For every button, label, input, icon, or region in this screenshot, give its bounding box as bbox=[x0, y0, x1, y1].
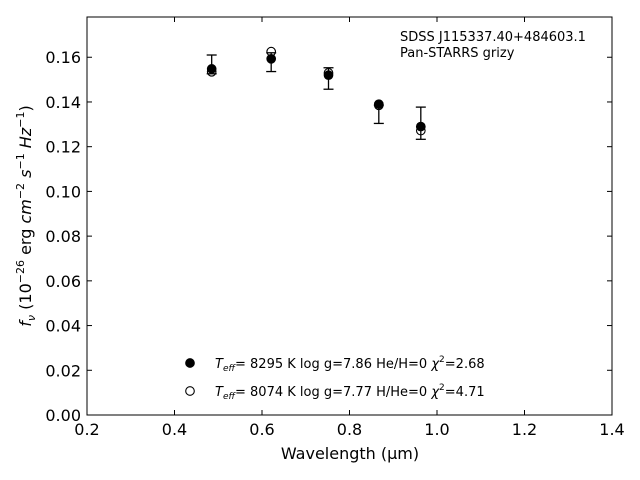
annotation-line-1: SDSS J115337.40+484603.1 bbox=[400, 30, 586, 45]
model-point-filled bbox=[373, 99, 384, 110]
y-tick-label: 0.10 bbox=[45, 182, 81, 201]
y-tick-label: 0.08 bbox=[45, 227, 81, 246]
legend-entry: Teff= 8074 K log g=7.77 H/He=0 χ2=4.71 bbox=[185, 383, 485, 402]
legend-label: Teff= 8074 K log g=7.77 H/He=0 χ2=4.71 bbox=[215, 383, 485, 402]
x-tick-label: 0.2 bbox=[74, 420, 99, 439]
y-axis-label: fν (10−26 erg cm−2 s−1 Hz−1) bbox=[14, 105, 38, 326]
x-tick-label: 1.4 bbox=[599, 420, 624, 439]
model-point-filled bbox=[206, 64, 217, 74]
x-axis-label: Wavelength (μm) bbox=[281, 444, 419, 463]
axis-ticks: 0.2 0.4 0.6 0.8 1.0 1.2 1.4 0.00 0.02 0.04 0.06 0.0… bbox=[45, 17, 625, 439]
x-tick-label: 0.8 bbox=[337, 420, 362, 439]
svg-text:fν (10−26 erg cm−2 s−1 Hz−1): fν (10−26 erg cm−2 s−1 Hz−1) bbox=[14, 105, 38, 326]
x-tick-label: 1.2 bbox=[512, 420, 537, 439]
legend-label: Teff= 8295 K log g=7.86 He/H=0 χ2=2.68 bbox=[215, 355, 485, 374]
legend-entry: Teff= 8295 K log g=7.86 He/H=0 χ2=2.68 bbox=[185, 355, 485, 374]
legend: Teff= 8295 K log g=7.86 He/H=0 χ2=2.68 Te… bbox=[185, 355, 485, 402]
x-tick-label: 0.6 bbox=[249, 420, 274, 439]
model-point-filled bbox=[323, 70, 334, 80]
legend-marker bbox=[185, 358, 195, 368]
legend-marker bbox=[185, 386, 195, 396]
model-point-filled bbox=[415, 121, 426, 132]
y-tick-label: 0.12 bbox=[45, 138, 81, 157]
y-tick-label: 0.04 bbox=[45, 317, 81, 336]
plot-area bbox=[86, 16, 613, 416]
y-tick-label: 0.14 bbox=[45, 93, 81, 112]
annotation-line-2: Pan-STARRS grizy bbox=[400, 46, 515, 61]
x-tick-label: 0.4 bbox=[162, 420, 187, 439]
annotation: SDSS J115337.40+484603.1 Pan-STARRS griz… bbox=[400, 30, 586, 61]
x-tick-label: 1.0 bbox=[424, 420, 449, 439]
model-point-filled bbox=[266, 53, 277, 64]
data-points bbox=[206, 46, 426, 136]
y-tick-label: 0.00 bbox=[45, 406, 81, 425]
y-tick-label: 0.06 bbox=[45, 272, 81, 291]
y-tick-label: 0.02 bbox=[45, 361, 81, 380]
y-tick-label: 0.16 bbox=[45, 48, 81, 67]
